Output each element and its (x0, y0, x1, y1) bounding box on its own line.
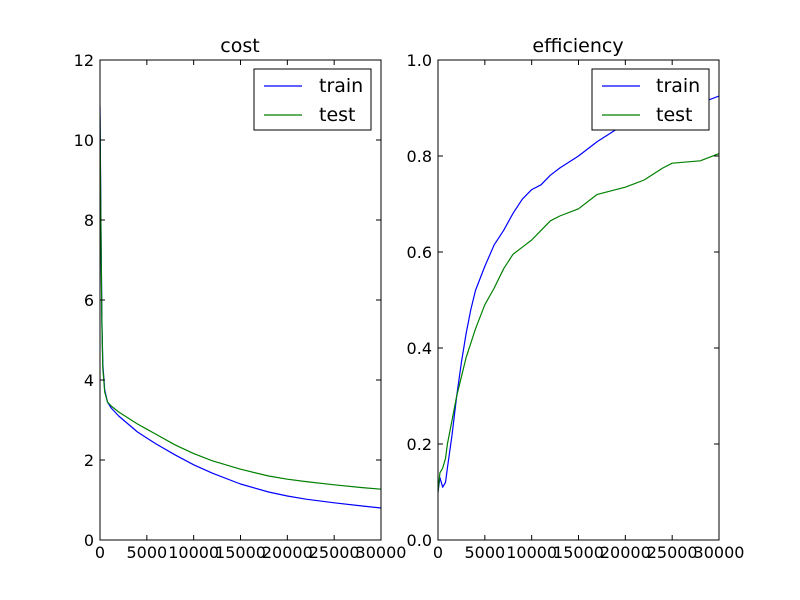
cost-x-tick-label: 5000 (126, 543, 167, 562)
cost-y-tick-label: 8 (84, 211, 94, 230)
efficiency-x-tick-label: 15000 (553, 543, 604, 562)
cost-legend-box (253, 68, 372, 131)
efficiency-y-tick-label: 1.0 (407, 51, 432, 70)
cost-y-tick-label: 12 (74, 51, 94, 70)
efficiency-chart-title: efficiency (532, 35, 623, 57)
cost-y-tick-label: 2 (84, 451, 94, 470)
cost-legend-train-label: train (319, 75, 363, 97)
cost-chart-title: cost (220, 35, 259, 57)
efficiency-x-tick-label: 25000 (647, 543, 698, 562)
efficiency-y-tick-label: 0.2 (407, 435, 432, 454)
efficiency-y-tick-label: 0.6 (407, 243, 432, 262)
efficiency-chart-legend: train test (591, 68, 710, 131)
efficiency-series-test-line (438, 153, 719, 493)
cost-legend-test-label: test (319, 104, 356, 126)
cost-x-tick-label: 20000 (262, 543, 313, 562)
cost-x-tick-label: 0 (95, 543, 105, 562)
cost-x-tick-label: 15000 (215, 543, 266, 562)
efficiency-legend-box (591, 68, 710, 131)
efficiency-legend-test-label: test (656, 104, 693, 126)
efficiency-x-tick-label: 0 (433, 543, 443, 562)
cost-y-tick-label: 6 (84, 291, 94, 310)
cost-y-tick-label: 0 (84, 531, 94, 550)
efficiency-legend-train-label: train (656, 75, 700, 97)
efficiency-x-tick-label: 30000 (694, 543, 745, 562)
efficiency-y-tick-label: 0.4 (407, 339, 432, 358)
cost-y-tick-label: 4 (84, 371, 94, 390)
efficiency-y-tick-label: 0.0 (407, 531, 432, 550)
cost-x-tick-label: 30000 (356, 543, 407, 562)
efficiency-x-tick-label: 20000 (600, 543, 651, 562)
cost-chart-legend: train test (253, 68, 372, 131)
efficiency-x-tick-label: 5000 (464, 543, 505, 562)
cost-x-tick-label: 10000 (168, 543, 219, 562)
efficiency-x-tick-label: 10000 (506, 543, 557, 562)
efficiency-y-tick-label: 0.8 (407, 147, 432, 166)
efficiency-chart: efficiency 0 5000 100001500020000250003000… (407, 35, 745, 562)
cost-y-tick-label: 10 (74, 131, 94, 150)
cost-x-tick-label: 25000 (309, 543, 360, 562)
